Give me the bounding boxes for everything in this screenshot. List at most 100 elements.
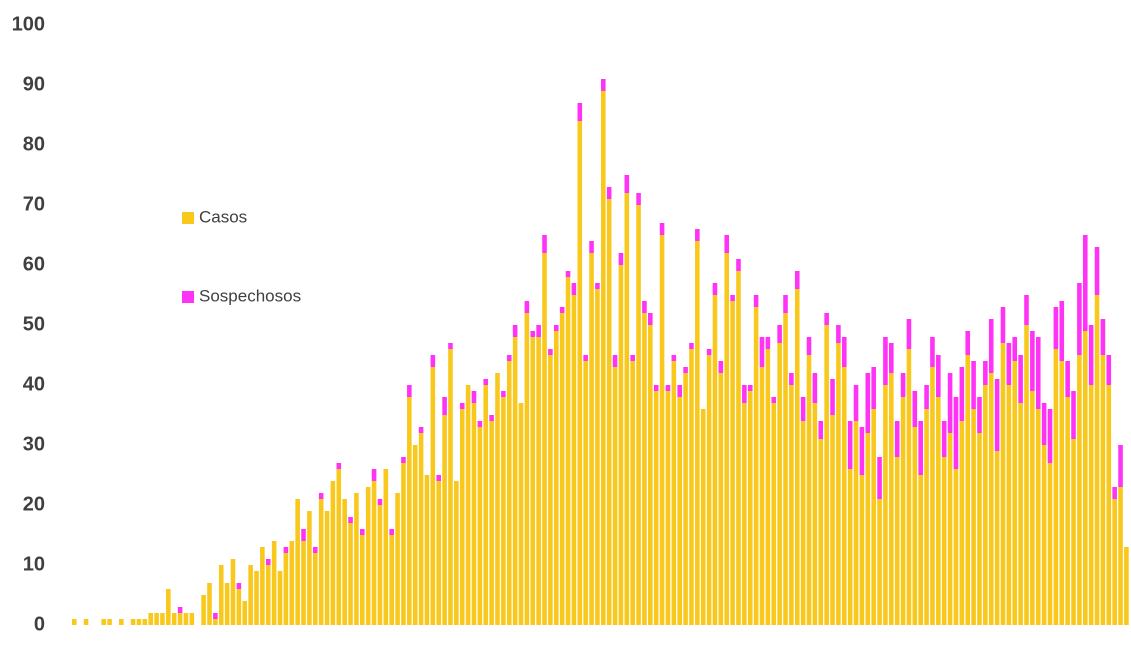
bar-segment bbox=[565, 271, 571, 277]
bar-segment bbox=[342, 499, 347, 625]
bar-segment bbox=[818, 421, 824, 439]
bar-segment bbox=[1030, 331, 1035, 391]
bar-segment bbox=[659, 235, 665, 625]
bar-segment bbox=[1112, 487, 1117, 499]
bar-segment bbox=[930, 367, 935, 625]
bar-segment bbox=[865, 373, 871, 433]
bar-segment bbox=[595, 289, 600, 625]
bar-segment bbox=[407, 397, 412, 625]
bar-segment bbox=[977, 433, 982, 625]
bar-segment bbox=[236, 583, 242, 589]
bar-segment bbox=[1006, 343, 1012, 385]
bar-segment bbox=[442, 397, 447, 415]
bar-segment bbox=[1047, 409, 1053, 463]
bar-segment bbox=[148, 613, 153, 625]
bar-segment bbox=[806, 355, 812, 625]
bar-segment bbox=[883, 385, 888, 625]
bar-segment bbox=[1100, 319, 1106, 355]
bar-segment bbox=[965, 331, 971, 355]
bar-segment bbox=[612, 355, 618, 367]
bar-segment bbox=[289, 541, 295, 625]
bar-segment bbox=[483, 379, 489, 385]
bar-segment bbox=[765, 337, 771, 349]
bar-segment bbox=[936, 355, 941, 397]
bar-segment bbox=[371, 469, 377, 481]
bar-segment bbox=[683, 373, 688, 625]
bar-segment bbox=[119, 619, 124, 625]
bar-segment bbox=[877, 457, 882, 499]
bar-segment bbox=[953, 397, 959, 469]
bar-segment bbox=[659, 223, 665, 235]
bar-segment bbox=[865, 433, 871, 625]
bar-segment bbox=[924, 409, 929, 625]
bar-segment bbox=[1000, 343, 1006, 625]
bar-segment bbox=[753, 295, 759, 307]
bar-segment bbox=[248, 565, 253, 625]
bar-segment bbox=[177, 607, 183, 613]
bar-segment bbox=[994, 379, 1000, 451]
bar-segment bbox=[1012, 337, 1018, 361]
bar-segment bbox=[518, 403, 524, 625]
bar-segment bbox=[947, 373, 953, 433]
bar-segment bbox=[847, 421, 853, 469]
bar-segment bbox=[994, 451, 1000, 625]
y-tick-label: 90 bbox=[23, 73, 45, 95]
legend-swatch bbox=[182, 212, 194, 224]
bar-segment bbox=[224, 583, 230, 625]
bar-segment bbox=[360, 535, 365, 625]
bar-segment bbox=[1112, 499, 1117, 625]
bar-segment bbox=[307, 511, 312, 625]
bar-segment bbox=[360, 529, 365, 535]
bar-segment bbox=[959, 367, 965, 421]
bar-segment bbox=[530, 337, 536, 625]
bar-segment bbox=[648, 313, 653, 325]
bar-segment bbox=[371, 481, 377, 625]
bar-segment bbox=[489, 421, 494, 625]
bar-segment bbox=[401, 463, 406, 625]
bar-segment bbox=[536, 325, 541, 337]
bar-segment bbox=[941, 457, 947, 625]
bar-segment bbox=[330, 481, 336, 625]
bar-segment bbox=[183, 613, 189, 625]
bar-segment bbox=[548, 355, 553, 625]
bar-segment bbox=[601, 79, 606, 91]
bar-segment bbox=[1100, 355, 1106, 625]
bar-segment bbox=[906, 349, 912, 625]
bar-segment bbox=[407, 385, 412, 397]
bar-segment bbox=[930, 337, 935, 367]
bar-segment bbox=[312, 547, 318, 553]
bar-segment bbox=[612, 367, 618, 625]
bar-segment bbox=[283, 553, 289, 625]
bar-segment bbox=[853, 421, 859, 625]
bar-segment bbox=[624, 193, 630, 625]
bar-segment bbox=[1088, 385, 1094, 625]
y-tick-label: 10 bbox=[23, 553, 45, 575]
bar-segment bbox=[459, 403, 465, 409]
bar-segment bbox=[836, 343, 841, 625]
bar-segment bbox=[218, 565, 224, 625]
bar-segment bbox=[336, 469, 342, 625]
bar-segment bbox=[912, 391, 918, 427]
bar-segment bbox=[418, 433, 424, 625]
bar-segment bbox=[777, 343, 782, 625]
y-tick-label: 30 bbox=[23, 433, 45, 455]
bar-segment bbox=[988, 373, 994, 625]
bar-segment bbox=[936, 397, 941, 625]
bar-segment bbox=[730, 301, 735, 625]
bar-segment bbox=[230, 559, 236, 625]
bar-segment bbox=[1047, 463, 1053, 625]
bar-segment bbox=[1018, 403, 1023, 625]
y-tick-label: 100 bbox=[12, 13, 45, 35]
bar-segment bbox=[789, 373, 794, 385]
bar-segment bbox=[636, 193, 641, 205]
bar-segment bbox=[624, 175, 630, 193]
bar-segment bbox=[689, 349, 694, 625]
bar-segment bbox=[601, 91, 606, 625]
bar-segment bbox=[559, 313, 565, 625]
bar-segment bbox=[459, 409, 465, 625]
bar-segment bbox=[630, 355, 635, 361]
bar-segment bbox=[824, 325, 829, 625]
bar-segment bbox=[606, 187, 612, 199]
bar-segment bbox=[1035, 337, 1041, 409]
bar-segment bbox=[136, 619, 142, 625]
